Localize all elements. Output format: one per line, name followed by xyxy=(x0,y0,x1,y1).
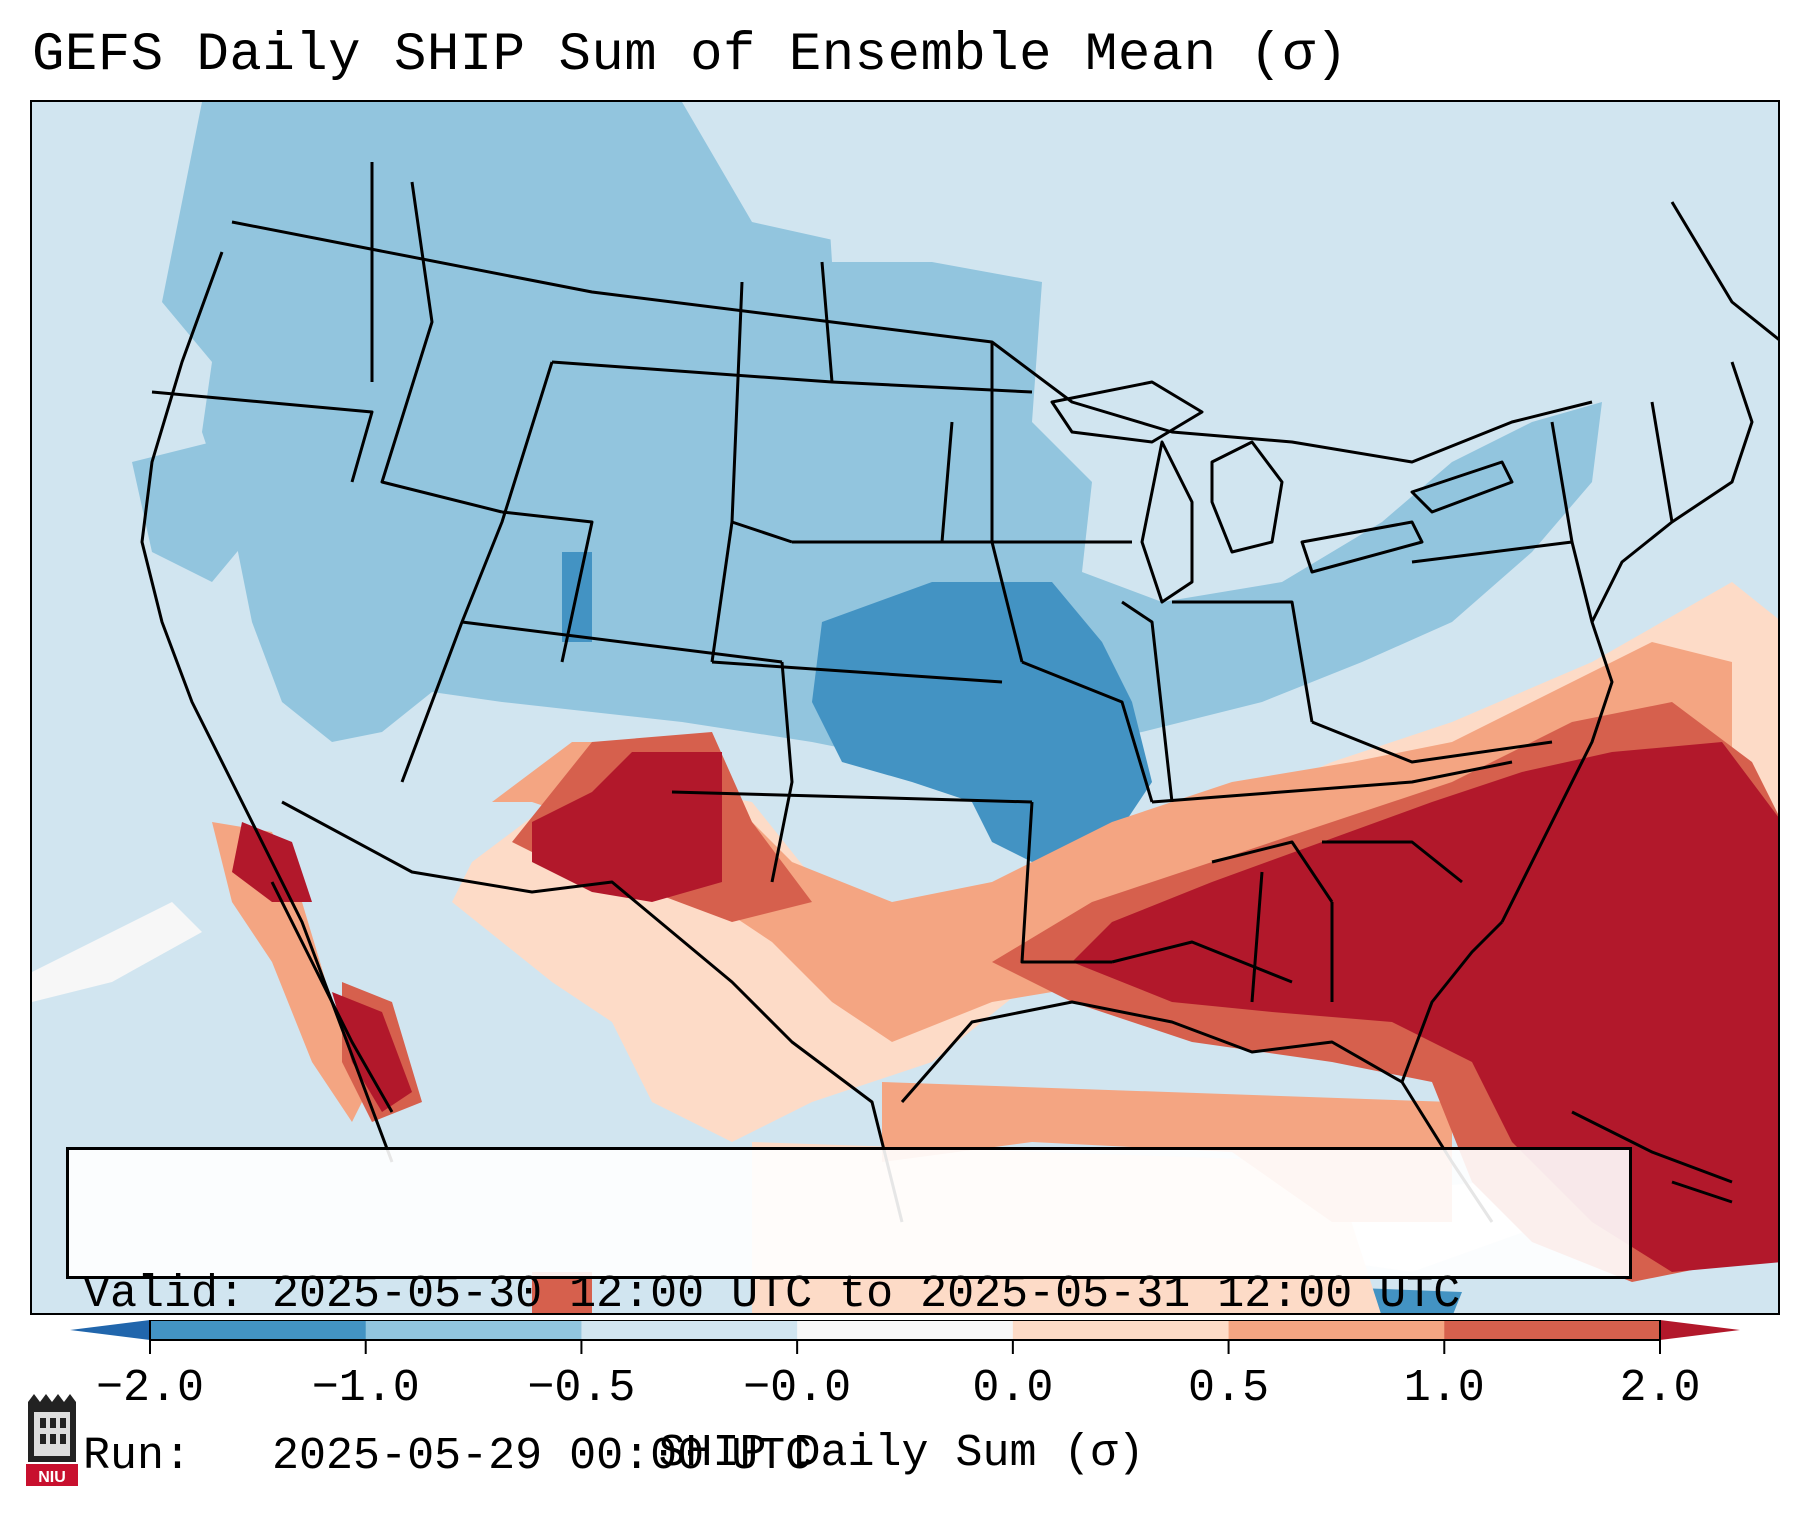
colorbar-tick-label: −0.5 xyxy=(527,1363,636,1414)
colorbar-bin xyxy=(1444,1320,1661,1340)
colorbar-outline xyxy=(149,1320,1661,1341)
chart-title: GEFS Daily SHIP Sum of Ensemble Mean (σ) xyxy=(32,25,1349,86)
anomaly-map xyxy=(32,102,1778,1313)
colorbar-over-arrow xyxy=(1660,1320,1740,1340)
valid-label: Valid: xyxy=(83,1269,246,1320)
negative-field xyxy=(132,102,1602,762)
colorbar-bin xyxy=(581,1320,798,1340)
colorbar-bin xyxy=(150,1320,367,1340)
colorbar-tick-label: −2.0 xyxy=(95,1363,205,1414)
colorbar-tick-label: −0.0 xyxy=(743,1363,852,1414)
colorbar-tick-label: 0.0 xyxy=(972,1363,1054,1414)
run-label: Run: xyxy=(83,1431,192,1482)
colorbar xyxy=(70,1320,1740,1354)
valid-value: 2025-05-30 12:00 UTC to 2025-05-31 12:00… xyxy=(272,1269,1461,1320)
colorbar-label: SHIP Daily Sum (σ) xyxy=(658,1428,1145,1479)
colorbar-bin xyxy=(1228,1320,1445,1340)
map-panel xyxy=(30,100,1780,1315)
colorbar-bin xyxy=(365,1320,582,1340)
colorbar-ticks xyxy=(149,1340,1661,1354)
colorbar-under-arrow xyxy=(70,1320,150,1340)
colorbar-tick-label: −1.0 xyxy=(311,1363,420,1414)
run-row: Run: 2025-05-29 00:00 UTC xyxy=(83,1430,1615,1484)
colorbar-tick-label: 0.5 xyxy=(1188,1363,1270,1414)
niu-logo-icon: NIU xyxy=(26,1394,78,1486)
colorbar-bin xyxy=(797,1320,1014,1340)
logo-text: NIU xyxy=(38,1469,66,1486)
colorbar-bins xyxy=(150,1320,1661,1340)
valid-row: Valid: 2025-05-30 12:00 UTC to 2025-05-3… xyxy=(83,1268,1615,1322)
us-canada-border xyxy=(231,220,1593,464)
validity-info-box: Valid: 2025-05-30 12:00 UTC to 2025-05-3… xyxy=(66,1147,1632,1482)
boundaries xyxy=(140,162,1778,1223)
colorbar-bin xyxy=(1012,1320,1230,1340)
run-value: 2025-05-29 00:00 UTC xyxy=(272,1431,813,1482)
colorbar-tick-label: 1.0 xyxy=(1403,1363,1485,1414)
colorbar-tick-label: 2.0 xyxy=(1619,1363,1701,1414)
caribbean-islands xyxy=(1571,1110,1733,1204)
